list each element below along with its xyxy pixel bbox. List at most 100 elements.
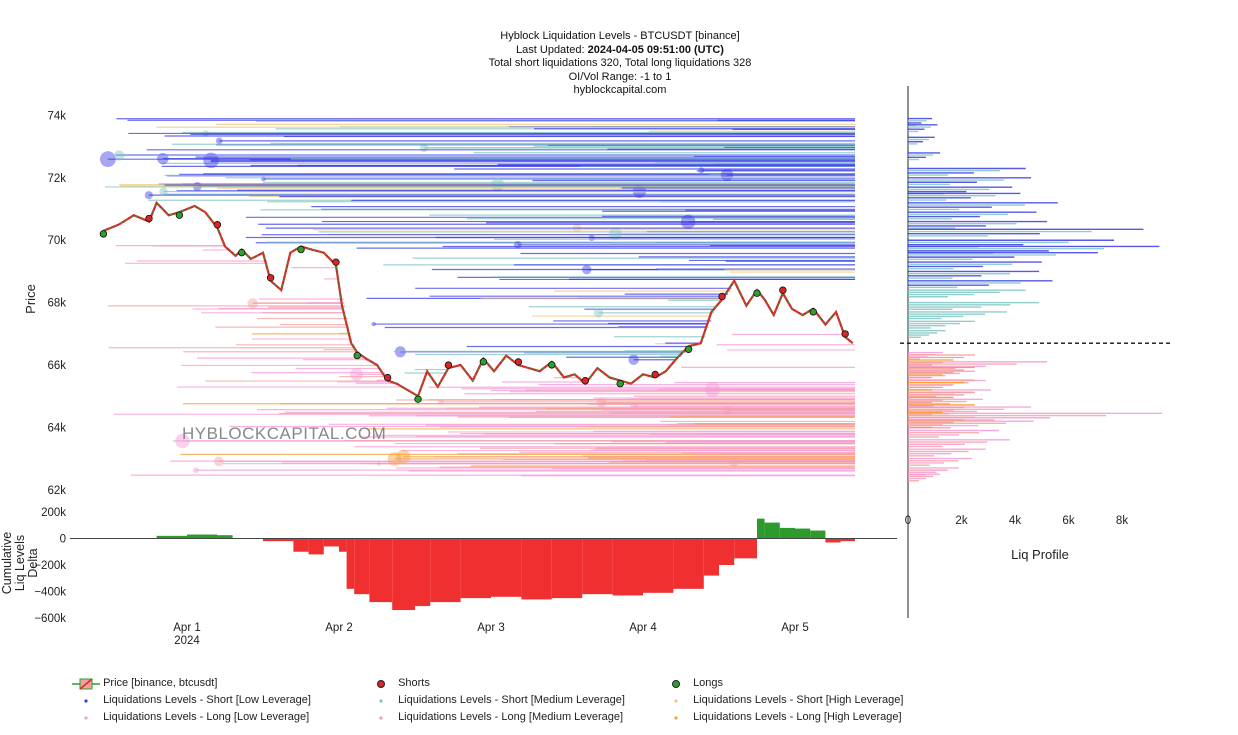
- legend-item-short-high[interactable]: Liquidations Levels - Short [High Levera…: [662, 694, 903, 706]
- legend-label-long-low: Liquidations Levels - Long [Low Leverage…: [103, 711, 310, 723]
- liq-level-bubble: [349, 367, 363, 381]
- liq-level-bubble: [373, 433, 379, 438]
- delta-bar: [323, 538, 339, 547]
- delta-axis-label-line: Liq Levels: [13, 535, 27, 591]
- y-tick-label: 72k: [47, 173, 66, 185]
- delta-bar: [156, 535, 187, 539]
- delta-bar: [460, 538, 491, 599]
- delta-bar: [263, 538, 294, 542]
- liq-level-bubble: [215, 137, 223, 145]
- delta-bar: [840, 538, 855, 542]
- delta-bar: [810, 530, 826, 539]
- x-tick-label: Apr 4: [629, 622, 657, 634]
- long-marker: [353, 351, 361, 360]
- delta-bar: [643, 538, 674, 593]
- liq-level-bubble: [720, 168, 734, 182]
- price-legend-icon: [72, 678, 100, 690]
- profile-x-tick-label: 0: [905, 515, 911, 527]
- short-marker: [383, 373, 392, 382]
- short-marker: [266, 274, 275, 282]
- delta-bar: [764, 522, 780, 539]
- delta-bar: [491, 538, 522, 597]
- title-line-1: Hyblock Liquidation Levels - BTCUSDT [bi…: [500, 30, 740, 42]
- liq-level-bubble: [593, 308, 604, 318]
- title-line-4: OI/Vol Range: -1 to 1: [568, 70, 672, 83]
- y-tick-label: 70k: [47, 235, 66, 247]
- long-marker: [548, 361, 556, 369]
- legend-label-short-high: Liquidations Levels - Short [High Levera…: [693, 694, 904, 706]
- price-layer: [99, 200, 854, 403]
- long-marker: [414, 395, 422, 403]
- delta-panel: 200k 0 −200k −400k −600k: [34, 507, 897, 625]
- dot-icon: [662, 695, 690, 705]
- legend-label-long-high: Liquidations Levels - Long [High Leverag…: [693, 711, 902, 723]
- dot-icon: [367, 712, 395, 722]
- delta-bar: [293, 538, 309, 552]
- delta-bar: [430, 538, 461, 603]
- liq-level-bubble: [99, 151, 116, 168]
- legend-item-short-medium[interactable]: Liquidations Levels - Short [Medium Leve…: [367, 694, 625, 706]
- legend-item-long-low[interactable]: Liquidations Levels - Long [Low Leverage…: [72, 711, 309, 723]
- delta-bar: [551, 538, 583, 599]
- short-marker: [718, 292, 726, 301]
- profile-x-tick-label: 2k: [955, 515, 967, 527]
- delta-bar: [392, 538, 415, 611]
- legend: Price [binance, btcusdt] Liquidations Le…: [72, 677, 1172, 729]
- profile-x-tick-label: 6k: [1062, 515, 1074, 527]
- long-marker: [238, 248, 246, 257]
- legend-item-shorts[interactable]: Shorts: [367, 677, 430, 689]
- legend-item-long-medium[interactable]: Liquidations Levels - Long [Medium Lever…: [367, 711, 623, 723]
- delta-bar: [612, 538, 643, 596]
- x-tick-label: 2024: [174, 635, 200, 647]
- long-marker: [99, 230, 108, 238]
- legend-label-longs: Longs: [693, 677, 724, 689]
- delta-bar: [719, 538, 735, 565]
- long-marker: [175, 211, 184, 219]
- liq-level-bubble: [582, 264, 592, 275]
- short-marker: [444, 361, 453, 369]
- x-tick-label: Apr 3: [477, 622, 505, 634]
- dot-icon: [662, 712, 690, 722]
- legend-item-price[interactable]: Price [binance, btcusdt]: [72, 677, 217, 690]
- legend-item-longs[interactable]: Longs: [662, 677, 723, 689]
- delta-bar: [673, 538, 704, 589]
- delta-bar: [757, 518, 765, 539]
- delta-bar: [795, 528, 811, 539]
- profile-x-tick-label: 4k: [1009, 515, 1021, 527]
- liq-level-bubble: [144, 191, 153, 200]
- short-marker: [332, 258, 340, 266]
- liq-level-bubble: [628, 354, 639, 365]
- liquidation-levels-layer: [99, 118, 855, 477]
- y-tick-label: 62k: [47, 485, 66, 497]
- green-dot-icon: [662, 678, 690, 689]
- dot-icon: [367, 695, 395, 705]
- liq-level-bubble: [113, 150, 125, 161]
- legend-item-long-high[interactable]: Liquidations Levels - Long [High Leverag…: [662, 711, 902, 723]
- long-marker: [616, 379, 624, 388]
- delta-y-tick-label: −200k: [34, 560, 66, 572]
- profile-axis-label: Liq Profile: [1011, 547, 1069, 562]
- short-marker: [779, 286, 787, 294]
- long-marker: [684, 345, 693, 353]
- delta-bar: [779, 527, 795, 539]
- price-axis-label: Price: [23, 284, 38, 314]
- liq-level-bubble: [704, 381, 720, 397]
- short-marker: [145, 214, 153, 223]
- liq-level-bubble: [371, 321, 376, 327]
- short-marker: [651, 370, 659, 379]
- liq-level-bubble: [698, 167, 705, 174]
- title-line-3: Total short liquidations 320, Total long…: [488, 57, 752, 69]
- delta-bar: [187, 534, 218, 539]
- delta-y-tick-label: −400k: [34, 587, 66, 599]
- delta-axis-label: CumulativeLiq LevelsDelta: [0, 532, 40, 595]
- liq-level-bubble: [175, 433, 190, 449]
- y-tick-label: 68k: [47, 298, 66, 310]
- delta-bar: [354, 538, 370, 595]
- long-marker: [809, 308, 817, 316]
- delta-bar: [415, 538, 431, 607]
- legend-item-short-low[interactable]: Liquidations Levels - Short [Low Leverag…: [72, 694, 311, 706]
- x-tick-label: Apr 1: [173, 622, 201, 634]
- delta-bar: [346, 538, 355, 589]
- liq-profile-panel: 0 2k 4k 6k 8k: [900, 86, 1172, 618]
